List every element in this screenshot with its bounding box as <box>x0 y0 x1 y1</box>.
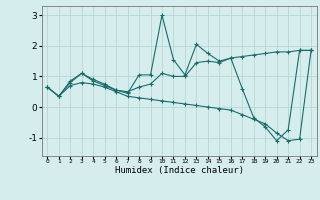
X-axis label: Humidex (Indice chaleur): Humidex (Indice chaleur) <box>115 166 244 175</box>
